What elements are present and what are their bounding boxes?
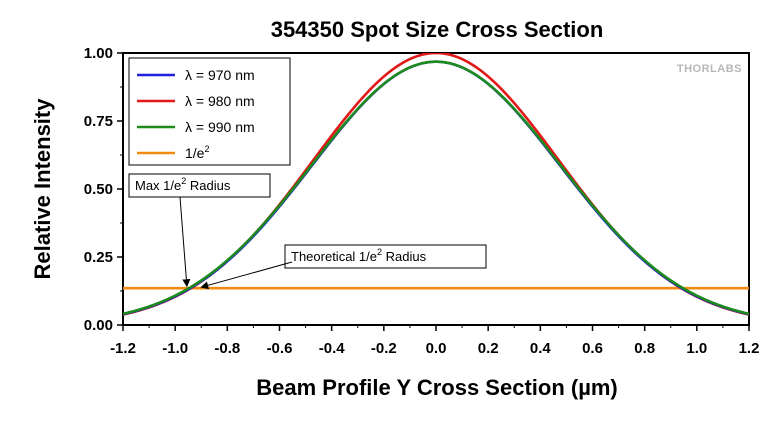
- legend-label: λ = 970 nm: [185, 67, 255, 83]
- x-axis-title: Beam Profile Y Cross Section (µm): [256, 375, 618, 400]
- x-tick-label: -0.2: [371, 340, 397, 357]
- series-line-2: [123, 60, 749, 316]
- y-tick-label: 0.75: [84, 113, 113, 130]
- legend-label: 1/e2: [185, 144, 209, 161]
- annotation-max-radius: Max 1/e2 Radius: [128, 173, 271, 288]
- annotation-max-radius-label: Max 1/e2 Radius: [135, 176, 231, 193]
- x-tick-label: 0.6: [582, 340, 603, 357]
- x-tick-label: 0.0: [426, 340, 447, 357]
- series-layer: [123, 53, 749, 316]
- y-tick-label: 0.50: [84, 181, 113, 198]
- y-tick-label: 0.00: [84, 317, 113, 334]
- annotation-theoretical-radius-label: Theoretical 1/e2 Radius: [291, 247, 427, 264]
- annotation-theoretical-radius-box: [284, 244, 487, 269]
- x-tick-label: 1.0: [686, 340, 707, 357]
- annotation-theoretical-radius-arrow: [200, 261, 293, 290]
- x-tick-label: -1.2: [110, 340, 136, 357]
- annotation-max-radius-box: [128, 173, 271, 198]
- x-tick-label: -0.6: [267, 340, 293, 357]
- thorlabs-watermark: THORLABS: [677, 63, 742, 75]
- chart-title: 354350 Spot Size Cross Section: [271, 17, 604, 42]
- x-tick-label: 0.4: [530, 340, 552, 357]
- legend-label: λ = 980 nm: [185, 93, 255, 109]
- y-tick-label: 1.00: [84, 45, 113, 62]
- y-axis: 0.00 0.25 0.50 0.75 1.00: [84, 45, 123, 334]
- y-tick-label: 0.25: [84, 249, 113, 266]
- y-axis-title: Relative Intensity: [30, 98, 55, 280]
- x-tick-label: 1.2: [739, 340, 760, 357]
- annotation-theoretical-radius: Theoretical 1/e2 Radius: [200, 244, 487, 290]
- x-tick-label: -1.0: [162, 340, 188, 357]
- x-tick-label: 0.2: [478, 340, 499, 357]
- x-tick-label: 0.8: [634, 340, 655, 357]
- x-tick-label: -0.4: [319, 340, 346, 357]
- annotation-max-radius-arrow: [179, 196, 191, 288]
- legend-label: λ = 990 nm: [185, 119, 255, 135]
- x-tick-label: -0.8: [214, 340, 240, 357]
- legend: λ = 970 nm λ = 980 nm λ = 990 nm 1/e2: [128, 57, 291, 166]
- x-axis: -1.2 -1.0 -0.8 -0.6 -0.4 -0.2 0.0 0.2 0.4 0.6 0.8 1…: [110, 325, 759, 357]
